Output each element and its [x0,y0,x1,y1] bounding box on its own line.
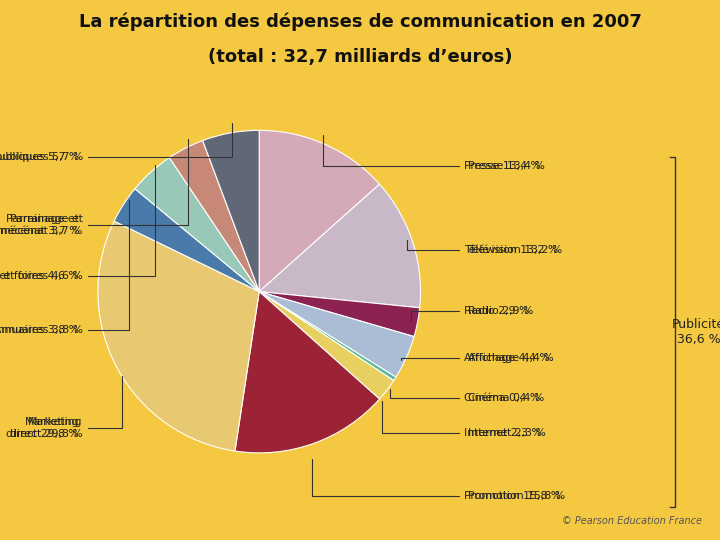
Wedge shape [259,184,420,308]
Text: Cinéma 0,4 %: Cinéma 0,4 % [390,389,541,402]
Wedge shape [259,292,394,399]
Wedge shape [235,292,379,453]
Wedge shape [202,130,259,292]
Text: Marketing
direct 29,8 %: Marketing direct 29,8 % [10,375,122,438]
Text: Cinéma 0,4 %: Cinéma 0,4 % [468,393,544,402]
Text: Affichage 4,4 %: Affichage 4,4 % [401,353,550,363]
Text: Relations publiques 5,7 %: Relations publiques 5,7 % [0,123,232,162]
Text: Parrainage et
mécénat 3,7 %: Parrainage et mécénat 3,7 % [0,214,79,235]
Text: Télévision 13,2 %: Télévision 13,2 % [407,240,559,255]
Wedge shape [135,158,259,292]
Wedge shape [259,292,420,336]
Text: Internet 2,3 %: Internet 2,3 % [468,428,546,437]
Wedge shape [98,221,259,451]
Wedge shape [169,140,259,292]
Wedge shape [259,130,379,292]
Text: Presse 13,4 %: Presse 13,4 % [323,135,541,171]
Wedge shape [259,292,414,377]
Text: Affichage 4,4 %: Affichage 4,4 % [468,353,554,363]
Wedge shape [259,292,396,381]
Text: Radio 2,9 %: Radio 2,9 % [468,306,534,316]
Text: Promotion 15,8 %: Promotion 15,8 % [312,458,562,501]
Text: Annuaires 3,8 %: Annuaires 3,8 % [0,200,129,335]
Text: Publicité
36,6 %: Publicité 36,6 % [672,318,720,346]
Text: Relations publiques 5,7 %: Relations publiques 5,7 % [0,152,79,162]
Text: La répartition des dépenses de communication en 2007: La répartition des dépenses de communica… [78,12,642,31]
Text: Parrainage et
mécénat 3,7 %: Parrainage et mécénat 3,7 % [0,139,189,235]
Wedge shape [114,189,259,292]
Text: Télévision 13,2 %: Télévision 13,2 % [468,245,562,255]
Text: Presse 13,4 %: Presse 13,4 % [468,161,545,171]
Text: Salons et foires 4,6 %: Salons et foires 4,6 % [0,165,156,281]
Text: (total : 32,7 milliards d’euros): (total : 32,7 milliards d’euros) [208,48,512,66]
Text: Marketing
direct 29,8 %: Marketing direct 29,8 % [6,417,79,438]
Text: © Pearson Education France: © Pearson Education France [562,516,702,526]
Text: Annuaires 3,8 %: Annuaires 3,8 % [0,325,79,335]
Text: Promotion 15,8 %: Promotion 15,8 % [468,491,565,501]
Text: Radio 2,9 %: Radio 2,9 % [411,306,530,322]
Text: Internet 2,3 %: Internet 2,3 % [382,401,542,437]
Text: Salons et foires 4,6 %: Salons et foires 4,6 % [0,271,79,281]
